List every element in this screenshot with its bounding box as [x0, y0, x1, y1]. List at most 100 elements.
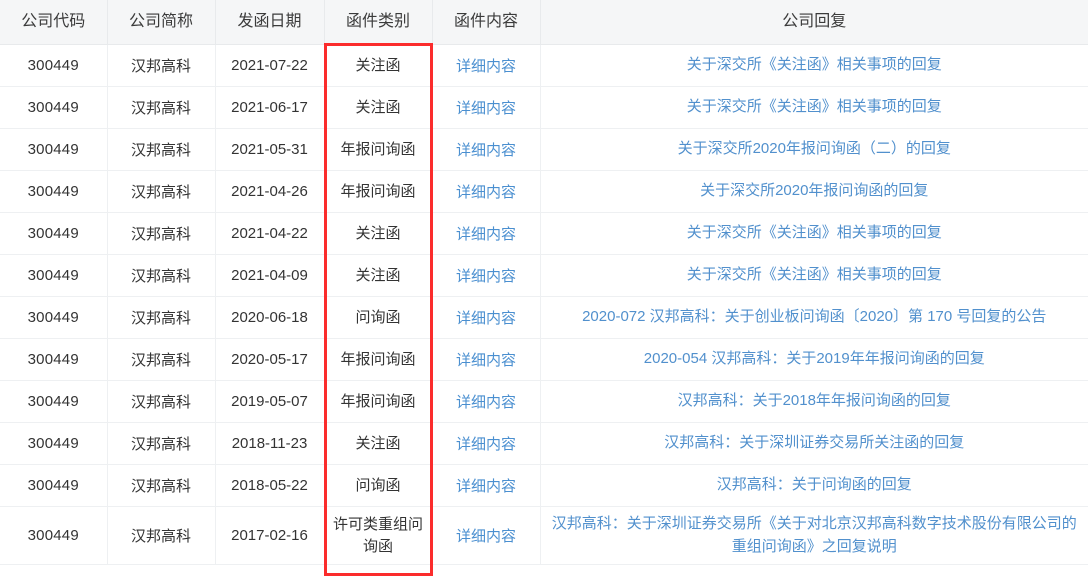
cell-letter-content: 详细内容 [432, 296, 541, 339]
table-row: 300449 汉邦高科 2021-06-17 关注函 详细内容 关于深交所《关注函》相关事… [0, 86, 1088, 129]
cell-company-reply: 2020-072 汉邦高科：关于创业板问询函〔2020〕第 170 号回复的公告 [540, 296, 1088, 339]
cell-company-code: 300449 [0, 296, 108, 339]
cell-company-reply: 2020-054 汉邦高科：关于2019年年报问询函的回复 [540, 338, 1088, 381]
table-header: 公司代码 公司简称 发函日期 函件类别 函件内容 公司回复 [0, 0, 1088, 45]
cell-letter-date: 2019-05-07 [215, 380, 325, 423]
cell-company-reply: 汉邦高科：关于问询函的回复 [540, 464, 1088, 507]
cell-letter-content: 详细内容 [432, 338, 541, 381]
cell-letter-type: 关注函 [324, 212, 433, 255]
column-header-letter-date: 发函日期 [215, 0, 325, 45]
column-header-company-name: 公司简称 [107, 0, 216, 45]
cell-company-name: 汉邦高科 [107, 506, 216, 565]
company-reply-link[interactable]: 关于深交所《关注函》相关事项的回复 [686, 98, 942, 116]
letter-content-link[interactable]: 详细内容 [455, 436, 516, 453]
cell-company-code: 300449 [0, 464, 108, 507]
cell-letter-type: 年报问询函 [324, 170, 433, 213]
cell-company-name: 汉邦高科 [107, 422, 216, 465]
cell-letter-date: 2021-04-09 [215, 254, 325, 297]
cell-company-code: 300449 [0, 86, 108, 129]
letter-content-link[interactable]: 详细内容 [455, 184, 516, 201]
company-reply-link[interactable]: 关于深交所2020年报问询函的回复 [700, 182, 929, 200]
company-reply-link[interactable]: 2020-054 汉邦高科：关于2019年年报问询函的回复 [643, 350, 985, 368]
letter-content-link[interactable]: 详细内容 [455, 142, 516, 159]
company-reply-link[interactable]: 关于深交所《关注函》相关事项的回复 [686, 224, 942, 242]
company-reply-link[interactable]: 2020-072 汉邦高科：关于创业板问询函〔2020〕第 170 号回复的公告 [582, 308, 1047, 326]
cell-company-code: 300449 [0, 128, 108, 171]
cell-company-reply: 关于深交所《关注函》相关事项的回复 [540, 44, 1088, 87]
table-body: 300449 汉邦高科 2021-07-22 关注函 详细内容 关于深交所《关注函》相关事… [0, 44, 1088, 565]
cell-letter-content: 详细内容 [432, 464, 541, 507]
table-row: 300449 汉邦高科 2021-04-22 关注函 详细内容 关于深交所《关注函》相关事… [0, 212, 1088, 255]
cell-company-reply: 关于深交所2020年报问询函的回复 [540, 170, 1088, 213]
company-reply-link[interactable]: 汉邦高科：关于问询函的回复 [716, 476, 912, 494]
cell-letter-type: 关注函 [324, 86, 433, 129]
letter-content-link[interactable]: 详细内容 [455, 226, 516, 243]
letter-content-link[interactable]: 详细内容 [455, 394, 516, 411]
cell-letter-date: 2021-07-22 [215, 44, 325, 87]
table-row: 300449 汉邦高科 2021-04-09 关注函 详细内容 关于深交所《关注函》相关事… [0, 254, 1088, 297]
cell-company-name: 汉邦高科 [107, 170, 216, 213]
company-reply-link[interactable]: 汉邦高科：关于2018年年报问询函的回复 [677, 392, 951, 410]
cell-letter-type: 年报问询函 [324, 338, 433, 381]
company-reply-link[interactable]: 汉邦高科：关于深圳证券交易所《关于对北京汉邦高科数字技术股份有限公司的重组问询函… [551, 515, 1077, 555]
column-header-company-code: 公司代码 [0, 0, 108, 45]
cell-letter-type: 年报问询函 [324, 380, 433, 423]
cell-letter-date: 2020-06-18 [215, 296, 325, 339]
regulatory-letters-table: 公司代码 公司简称 发函日期 函件类别 函件内容 公司回复 300449 汉邦高科… [0, 0, 1088, 565]
cell-letter-date: 2018-11-23 [215, 422, 325, 465]
cell-letter-date: 2017-02-16 [215, 506, 325, 565]
cell-company-code: 300449 [0, 422, 108, 465]
letter-content-link[interactable]: 详细内容 [455, 528, 516, 545]
letter-content-link[interactable]: 详细内容 [455, 268, 516, 285]
table-row: 300449 汉邦高科 2017-02-16 许可类重组问询函 详细内容 汉邦高科：关于深… [0, 506, 1088, 565]
cell-letter-content: 详细内容 [432, 254, 541, 297]
cell-company-reply: 汉邦高科：关于深圳证券交易所《关于对北京汉邦高科数字技术股份有限公司的重组问询函… [540, 506, 1088, 565]
cell-company-name: 汉邦高科 [107, 86, 216, 129]
table-header-row: 公司代码 公司简称 发函日期 函件类别 函件内容 公司回复 [0, 0, 1088, 45]
cell-letter-content: 详细内容 [432, 212, 541, 255]
cell-company-code: 300449 [0, 506, 108, 565]
cell-letter-type: 问询函 [324, 296, 433, 339]
table-row: 300449 汉邦高科 2018-11-23 关注函 详细内容 汉邦高科：关于深圳证券交易… [0, 422, 1088, 465]
column-header-letter-type: 函件类别 [324, 0, 433, 45]
cell-company-name: 汉邦高科 [107, 128, 216, 171]
cell-letter-date: 2021-04-22 [215, 212, 325, 255]
cell-letter-date: 2020-05-17 [215, 338, 325, 381]
cell-company-name: 汉邦高科 [107, 44, 216, 87]
table-row: 300449 汉邦高科 2021-07-22 关注函 详细内容 关于深交所《关注函》相关事… [0, 44, 1088, 87]
letter-content-link[interactable]: 详细内容 [455, 478, 516, 495]
cell-company-code: 300449 [0, 380, 108, 423]
cell-letter-content: 详细内容 [432, 44, 541, 87]
cell-letter-content: 详细内容 [432, 506, 541, 565]
cell-company-reply: 汉邦高科：关于2018年年报问询函的回复 [540, 380, 1088, 423]
company-reply-link[interactable]: 关于深交所《关注函》相关事项的回复 [686, 266, 942, 284]
cell-letter-type: 许可类重组问询函 [324, 506, 433, 565]
cell-company-code: 300449 [0, 170, 108, 213]
letter-content-link[interactable]: 详细内容 [455, 352, 516, 369]
cell-company-name: 汉邦高科 [107, 338, 216, 381]
cell-letter-content: 详细内容 [432, 422, 541, 465]
cell-company-reply: 关于深交所2020年报问询函（二）的回复 [540, 128, 1088, 171]
letter-content-link[interactable]: 详细内容 [455, 310, 516, 327]
cell-letter-content: 详细内容 [432, 380, 541, 423]
cell-company-reply: 关于深交所《关注函》相关事项的回复 [540, 254, 1088, 297]
company-reply-link[interactable]: 汉邦高科：关于深圳证券交易所关注函的回复 [664, 434, 965, 452]
column-header-letter-content: 函件内容 [432, 0, 541, 45]
cell-letter-type: 年报问询函 [324, 128, 433, 171]
table-row: 300449 汉邦高科 2020-05-17 年报问询函 详细内容 2020-054 汉邦… [0, 338, 1088, 381]
company-reply-link[interactable]: 关于深交所2020年报问询函（二）的回复 [677, 140, 951, 158]
cell-company-name: 汉邦高科 [107, 380, 216, 423]
table-row: 300449 汉邦高科 2019-05-07 年报问询函 详细内容 汉邦高科：关于2018… [0, 380, 1088, 423]
column-header-company-reply: 公司回复 [540, 0, 1088, 45]
letter-content-link[interactable]: 详细内容 [455, 100, 516, 117]
cell-company-name: 汉邦高科 [107, 212, 216, 255]
cell-letter-type: 关注函 [324, 422, 433, 465]
cell-company-name: 汉邦高科 [107, 464, 216, 507]
table-row: 300449 汉邦高科 2018-05-22 问询函 详细内容 汉邦高科：关于问询函的回复 [0, 464, 1088, 507]
company-reply-link[interactable]: 关于深交所《关注函》相关事项的回复 [686, 56, 942, 74]
cell-letter-type: 关注函 [324, 254, 433, 297]
letter-content-link[interactable]: 详细内容 [455, 58, 516, 75]
table-row: 300449 汉邦高科 2020-06-18 问询函 详细内容 2020-072 汉邦高科… [0, 296, 1088, 339]
cell-letter-type: 关注函 [324, 44, 433, 87]
cell-company-code: 300449 [0, 44, 108, 87]
